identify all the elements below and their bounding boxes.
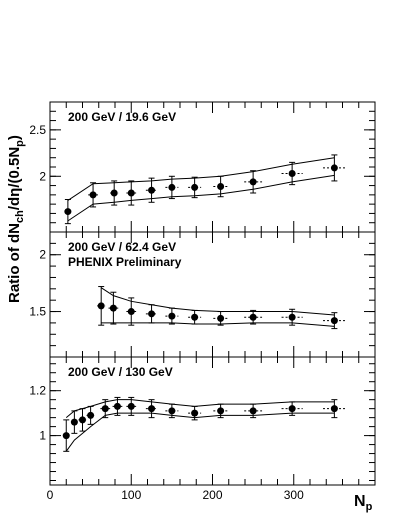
data-point [148,405,156,413]
data-point [249,313,257,321]
data-point [168,312,176,320]
data-point [191,313,199,321]
y-tick-label: 1.5 [29,305,46,319]
data-point [87,411,95,419]
panel-subtitle: PHENIX Preliminary [68,255,182,269]
data-point [97,302,105,310]
data-point [127,189,135,197]
upper-band-line [100,287,335,316]
data-point [168,407,176,415]
data-point [288,170,296,177]
data-point [191,409,199,417]
panel-title: 200 GeV / 19.6 GeV [68,110,176,124]
y-axis-label-part2: /dη/(0.5N [6,147,23,210]
data-point [127,402,135,410]
panel-3: 1 1.2 200 GeV / 130 GeV [29,356,376,486]
data-point [217,314,225,322]
data-point [127,308,135,316]
x-tick-label: 300 [284,488,304,502]
data-point [64,208,72,216]
data-point [110,189,118,197]
panel-title: 200 GeV / 130 GeV [68,365,173,379]
data-point [249,178,257,186]
x-tick-label: 0 [47,488,54,502]
data-point [217,183,225,190]
data-point [217,407,225,415]
data-point [148,186,156,194]
data-point [330,405,338,413]
lower-band-line [65,412,335,452]
data-point [79,416,86,424]
data-point [288,313,296,321]
data-point [330,164,338,172]
y-axis-label-part1: Ratio of dN [6,223,23,303]
y-tick-label: 2 [39,169,46,183]
y-tick-label: 2.5 [29,123,46,137]
y-axis-label-sub-p: p [14,140,26,147]
data-point [288,405,296,413]
data-point [330,317,338,325]
data-point [62,432,70,440]
lower-band-line [67,174,335,222]
x-axis-label-subscript: p [366,501,373,513]
panel-title: 200 GeV / 62.4 GeV [68,240,176,254]
x-tick-label: 100 [121,488,141,502]
y-tick-label: 1.2 [29,384,46,398]
y-axis-label-sub-ch: ch [14,210,26,223]
upper-band-line [67,157,335,201]
x-axis-label: Np [354,493,373,513]
data-point [70,418,78,426]
data-point [249,407,257,415]
data-point [148,310,156,318]
y-tick-label: 1 [39,429,46,443]
data-point [89,191,97,199]
y-tick-label: 2 [39,248,46,262]
x-tick-label: 200 [202,488,222,502]
x-axis-label-main: N [354,493,366,510]
panel-1: 2 2.5 200 GeV / 19.6 GeV [29,101,376,233]
data-point [109,304,117,312]
y-axis-label-close: ) [6,135,23,140]
lower-band-line [101,322,335,327]
y-axis-label: Ratio of dNch/dη/(0.5Np) [6,135,26,303]
data-point [168,183,176,191]
data-point [101,405,109,413]
data-point [113,402,121,410]
data-point [191,183,199,191]
